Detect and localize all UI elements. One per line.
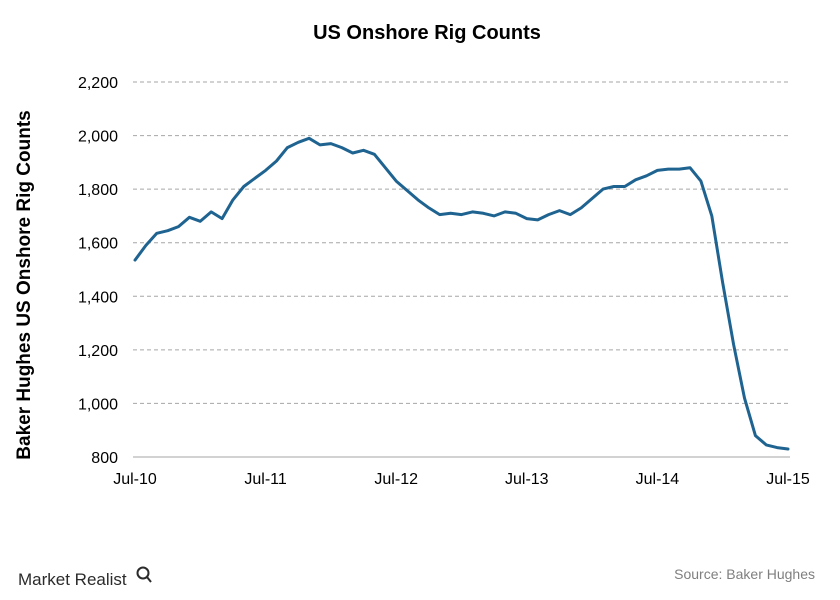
y-tick-label: 1,800 <box>78 182 118 199</box>
rig-count-line <box>133 136 790 451</box>
y-tick-label: 2,200 <box>78 75 118 92</box>
y-axis-label: Baker Hughes US Onshore Rig Counts <box>14 110 35 459</box>
x-axis-ticks: Jul-10 Jul-11 Jul-12 Jul-13 Jul-14 Jul-15 <box>113 471 810 488</box>
y-tick-label: 1,400 <box>78 289 118 306</box>
y-tick-label: 1,600 <box>78 236 118 253</box>
source-note: Source: Baker Hughes <box>674 566 815 582</box>
y-tick-label: 1,000 <box>78 396 118 413</box>
gridlines <box>133 81 790 458</box>
x-tick-label: Jul-15 <box>766 471 810 488</box>
x-tick-label: Jul-14 <box>636 471 680 488</box>
x-tick-label: Jul-11 <box>244 471 286 488</box>
y-tick-label: 800 <box>91 450 118 467</box>
brand-logo: Market Realist <box>18 570 127 589</box>
x-tick-label: Jul-12 <box>374 471 418 488</box>
y-axis-ticks: 800 1,000 1,200 1,400 1,600 1,800 2,000 2,200 <box>78 75 118 467</box>
series-layer <box>133 136 790 451</box>
magnifier-icon <box>136 566 152 583</box>
x-tick-label: Jul-10 <box>113 471 157 488</box>
x-tick-label: Jul-13 <box>505 471 549 488</box>
y-tick-label: 1,200 <box>78 343 118 360</box>
chart-title: US Onshore Rig Counts <box>313 22 541 44</box>
y-tick-label: 2,000 <box>78 129 118 146</box>
